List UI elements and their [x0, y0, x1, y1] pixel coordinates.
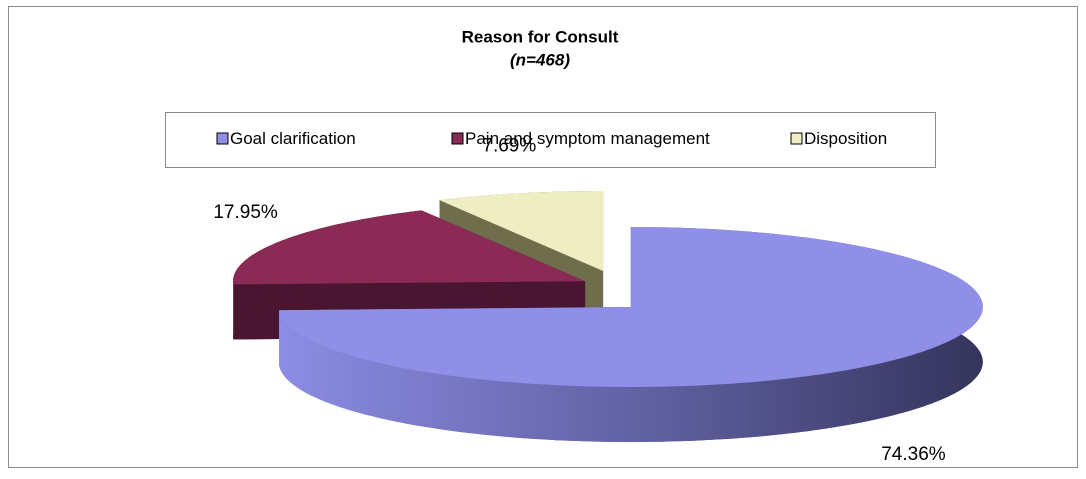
value-label: 7.69% [482, 136, 536, 157]
legend-label: Pain and symptom management [465, 129, 710, 148]
pie-slice [279, 227, 983, 387]
legend-label: Goal clarification [230, 129, 356, 148]
legend-box [165, 112, 936, 168]
legend-swatch [790, 132, 803, 145]
value-label: 74.36% [881, 444, 946, 465]
value-label: 17.95% [213, 202, 278, 223]
chart-title: Reason for Consult [462, 27, 619, 46]
legend-swatch [451, 132, 464, 145]
pie-slice [233, 210, 586, 285]
chart-subtitle: (n=468) [510, 50, 570, 69]
legend-swatch [216, 132, 229, 145]
legend-label: Disposition [804, 129, 887, 148]
pie-slice [439, 191, 604, 271]
